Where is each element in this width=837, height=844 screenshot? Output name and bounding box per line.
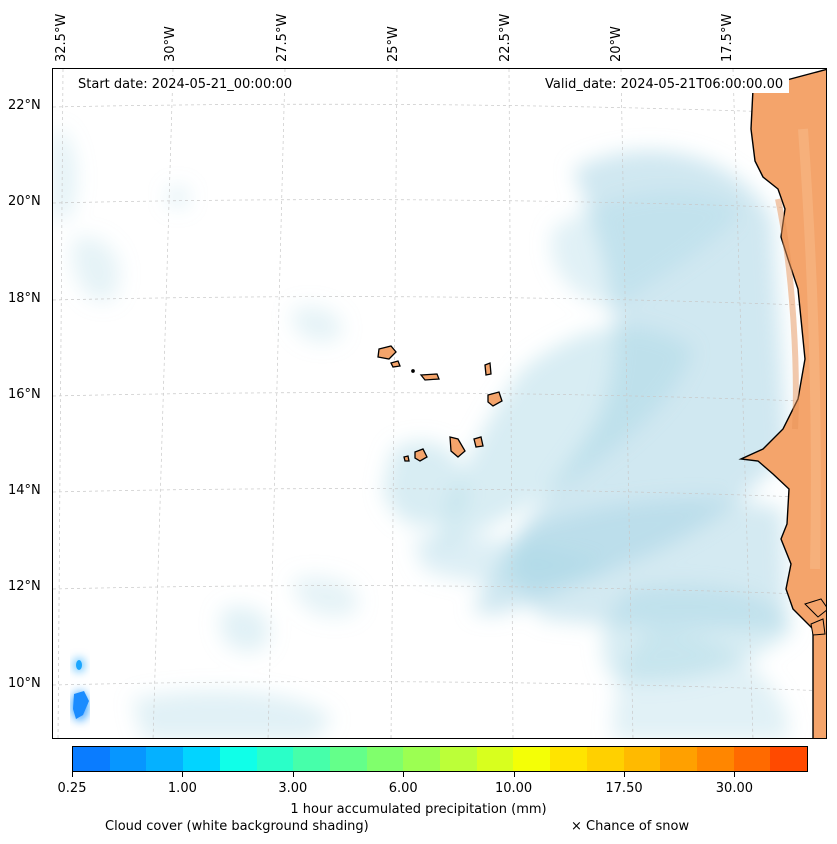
colorbar-segment bbox=[770, 747, 808, 771]
precipitation-cells-core bbox=[73, 660, 89, 719]
colorbar-segment bbox=[623, 747, 661, 771]
island-brava bbox=[403, 455, 410, 462]
island-santiago bbox=[449, 436, 466, 458]
colorbar-tick-label: 30.00 bbox=[715, 781, 753, 796]
island-sal bbox=[484, 362, 492, 376]
colorbar-title: 1 hour accumulated precipitation (mm) bbox=[290, 802, 547, 817]
island-maio bbox=[473, 436, 484, 448]
longitude-label-30w: 30°W bbox=[163, 26, 178, 62]
colorbar-tick bbox=[72, 772, 73, 777]
map-panel bbox=[52, 68, 827, 739]
colorbar-segment bbox=[403, 747, 441, 771]
colorbar-tick bbox=[513, 772, 515, 777]
start-date-label: Start date: 2024-05-21_00:00:00 bbox=[72, 76, 299, 93]
colorbar-segment bbox=[696, 747, 734, 771]
longitude-label-20w: 20°W bbox=[609, 26, 624, 62]
latitude-label-22n: 22°N bbox=[8, 98, 41, 113]
colorbar-segment bbox=[550, 747, 587, 771]
colorbar-segment bbox=[366, 747, 404, 771]
colorbar-segment bbox=[513, 747, 551, 771]
colorbar-segment bbox=[183, 747, 220, 771]
colorbar-tick-label: 10.00 bbox=[494, 781, 533, 796]
island-fogo bbox=[414, 448, 428, 462]
colorbar-segment bbox=[219, 747, 257, 771]
colorbar-tick bbox=[624, 772, 625, 777]
cloud-cover-legend: Cloud cover (white background shading) bbox=[105, 819, 369, 834]
colorbar-segment bbox=[660, 747, 697, 771]
cloud-cover-shading bbox=[53, 129, 793, 738]
african-coast bbox=[738, 69, 826, 738]
colorbar-tick-label: 1.00 bbox=[167, 781, 197, 796]
precipitation-colorbar bbox=[72, 746, 808, 772]
longitude-label-32-5w: 32.5°W bbox=[54, 13, 69, 62]
colorbar-tick bbox=[182, 772, 184, 777]
snow-chance-legend: × Chance of snow bbox=[571, 819, 690, 834]
cape-verde-islands bbox=[377, 345, 503, 462]
valid-date-label: Valid_date: 2024-05-21T06:00:00.00 bbox=[539, 76, 790, 93]
colorbar-tick-label: 6.00 bbox=[388, 781, 418, 796]
longitude-label-22-5w: 22.5°W bbox=[498, 13, 513, 62]
longitude-label-25w: 25°W bbox=[386, 26, 401, 62]
latitude-label-10n: 10°N bbox=[8, 676, 41, 691]
island-sao-vicente bbox=[390, 360, 401, 368]
island-boa-vista bbox=[487, 391, 503, 407]
colorbar-segment bbox=[586, 747, 624, 771]
colorbar-tick bbox=[403, 772, 405, 777]
colorbar-segment bbox=[256, 747, 294, 771]
longitude-label-27-5w: 27.5°W bbox=[275, 13, 290, 62]
colorbar-tick-label: 0.25 bbox=[57, 781, 87, 796]
colorbar-segment bbox=[733, 747, 771, 771]
colorbar-segment bbox=[109, 747, 147, 771]
latitude-label-20n: 20°N bbox=[8, 194, 41, 209]
longitude-label-17-5w: 17.5°W bbox=[720, 13, 735, 62]
latitude-label-14n: 14°N bbox=[8, 483, 41, 498]
latitude-label-18n: 18°N bbox=[8, 291, 41, 306]
map-canvas bbox=[53, 69, 826, 738]
graticule bbox=[53, 69, 826, 738]
colorbar-segment bbox=[440, 747, 477, 771]
colorbar-tick bbox=[292, 772, 294, 777]
colorbar-tick-label: 3.00 bbox=[278, 781, 308, 796]
colorbar-tick-label: 17.50 bbox=[605, 781, 643, 796]
colorbar-tick bbox=[734, 772, 736, 777]
latitude-label-16n: 16°N bbox=[8, 387, 41, 402]
island-santo-antao bbox=[377, 345, 397, 360]
colorbar-segment bbox=[146, 747, 184, 771]
colorbar-segment bbox=[476, 747, 514, 771]
colorbar-segment bbox=[293, 747, 330, 771]
colorbar-segment bbox=[73, 747, 110, 771]
latitude-label-12n: 12°N bbox=[8, 579, 41, 594]
colorbar-segment bbox=[329, 747, 367, 771]
island-sao-nicolau bbox=[419, 373, 440, 381]
